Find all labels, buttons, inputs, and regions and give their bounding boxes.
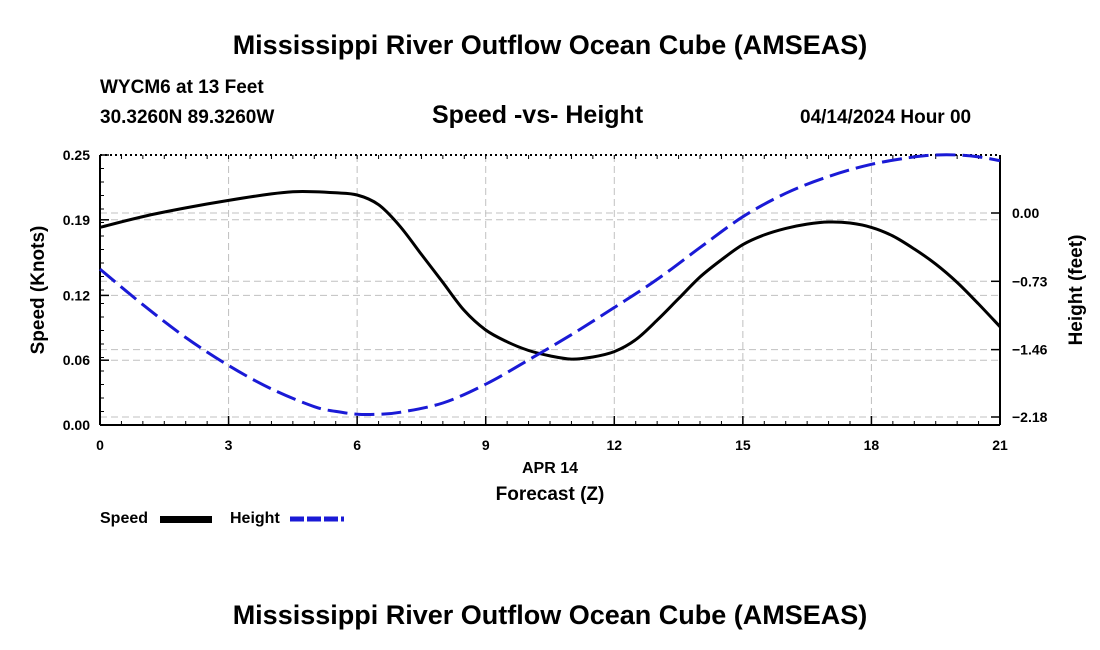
legend-height-swatch (290, 516, 344, 522)
series-line-height (99, 153, 1001, 416)
series-line-speed (99, 190, 1002, 361)
legend-speed-swatch (160, 516, 212, 523)
y-tick-label: 0.25 (63, 147, 90, 163)
x-tick-label: 12 (606, 437, 622, 453)
legend-height-label: Height (230, 510, 280, 527)
chart-subtitle: Speed -vs- Height (432, 101, 644, 129)
x-tick-label: 9 (482, 437, 490, 453)
x-tick-label: 15 (735, 437, 751, 453)
y2-tick-label: 0.00 (1012, 205, 1039, 221)
chart-main-title: Mississippi River Outflow Ocean Cube (AM… (232, 30, 868, 60)
y2-tick-label: −0.73 (1012, 273, 1048, 289)
x-tick-label: 3 (225, 437, 233, 453)
y2-tick-label: −2.18 (1012, 409, 1048, 425)
y2-axis-title: Height (feet) (1066, 235, 1087, 346)
station-label: WYCM6 at 13 Feet (100, 77, 264, 98)
y-tick-label: 0.06 (63, 352, 90, 368)
y-tick-label: 0.19 (63, 212, 90, 228)
y2-tick-label: −1.46 (1012, 342, 1048, 358)
x-tick-label: 18 (864, 437, 880, 453)
x-tick-label: 0 (96, 437, 104, 453)
y-tick-label: 0.00 (63, 417, 90, 433)
x-axis-date-label: APR 14 (522, 460, 578, 477)
x-axis-title: Forecast (Z) (496, 484, 605, 505)
location-label: 30.3260N 89.3260W (100, 107, 275, 128)
legend-speed-label: Speed (100, 510, 149, 527)
x-tick-label: 21 (992, 437, 1008, 453)
chart-canvas: 0 3 6 9 12 15 18 21 0.00 0.06 0.12 0.19 0.25 0.00 −0.7… (28, 147, 1087, 505)
y-tick-label: 0.12 (63, 287, 90, 303)
datetime-label: 04/14/2024 Hour 00 (800, 107, 972, 128)
x-tick-label: 6 (353, 437, 361, 453)
y-axis-title: Speed (Knots) (28, 226, 49, 355)
footer-title: Mississippi River Outflow Ocean Cube (AM… (232, 600, 868, 630)
